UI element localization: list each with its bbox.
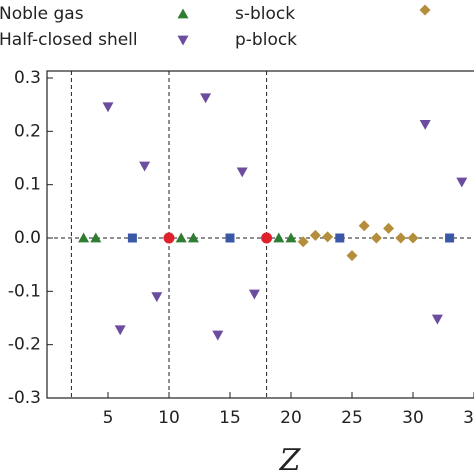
- legend-label: p-block: [235, 30, 297, 50]
- legend-marker: [177, 35, 189, 46]
- point: [78, 232, 90, 243]
- point: [139, 161, 151, 172]
- point: [225, 233, 235, 243]
- point: [200, 93, 212, 104]
- y-tick-label: 0.2: [14, 121, 41, 141]
- x-tick-label: 30: [402, 408, 424, 428]
- point: [419, 120, 431, 130]
- plot-frame: [46, 70, 474, 399]
- point: [90, 232, 102, 243]
- point: [151, 292, 163, 303]
- point: [163, 232, 175, 244]
- legend-marker: [419, 4, 431, 16]
- point: [261, 232, 273, 244]
- y-tick-label: -0.2: [8, 335, 41, 355]
- x-tick-label: 25: [341, 408, 363, 428]
- legend-label: s-block: [235, 4, 295, 24]
- y-tick-label: -0.1: [8, 281, 41, 301]
- y-tick-label: 0.1: [14, 175, 41, 195]
- point: [335, 233, 345, 243]
- point: [236, 167, 248, 178]
- point: [114, 325, 126, 336]
- y-tick-label: 0.3: [14, 68, 41, 88]
- point: [395, 232, 407, 244]
- x-tick-label: 15: [219, 408, 241, 428]
- point: [445, 233, 455, 243]
- point: [383, 222, 395, 234]
- y-tick-label: -0.3: [8, 388, 41, 408]
- x-tick-label: 35: [463, 408, 474, 428]
- point: [273, 232, 285, 243]
- point: [322, 231, 334, 243]
- x-tick-label: 20: [280, 408, 302, 428]
- point: [456, 177, 468, 188]
- y-tick-label: 0.0: [14, 228, 41, 248]
- point: [127, 233, 137, 243]
- x-axis-label: Z: [279, 443, 302, 474]
- point: [370, 232, 382, 244]
- x-tick-label: 10: [158, 408, 180, 428]
- point: [407, 232, 419, 244]
- legend-marker: [177, 8, 189, 19]
- x-tick-label: 5: [103, 408, 114, 428]
- point: [309, 229, 321, 241]
- point: [297, 236, 309, 248]
- point: [175, 232, 187, 243]
- point: [212, 330, 224, 341]
- legend-label: Half-closed shell: [0, 30, 138, 50]
- point: [285, 232, 297, 243]
- point: [187, 232, 199, 243]
- point: [346, 250, 358, 262]
- point: [102, 102, 114, 113]
- point: [358, 220, 370, 232]
- point: [431, 314, 443, 325]
- point: [248, 289, 260, 300]
- legend-label: Noble gas: [0, 4, 84, 24]
